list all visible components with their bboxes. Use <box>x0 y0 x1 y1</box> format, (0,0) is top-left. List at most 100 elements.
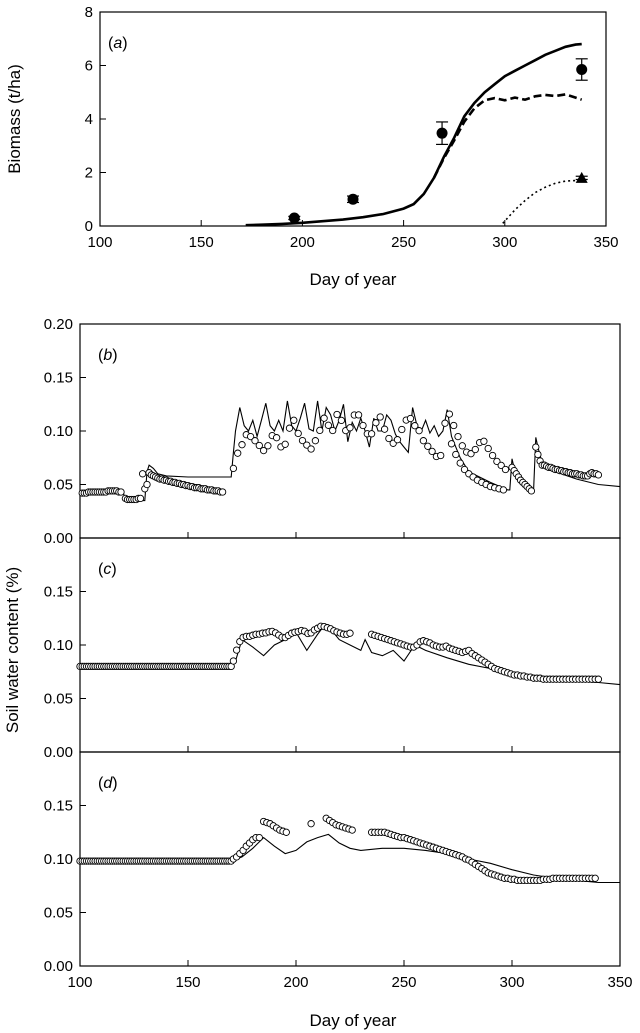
observed-triangle-4 <box>575 171 588 183</box>
x-tick-label: 350 <box>593 234 618 251</box>
observed-point <box>460 465 469 474</box>
observed-point <box>346 629 354 637</box>
x-tick-label: 100 <box>67 974 92 991</box>
x-tick-label: 250 <box>391 974 416 991</box>
x-tick-label: 200 <box>283 974 308 991</box>
observed-point <box>428 447 436 456</box>
y-axis-label-soil-water: Soil water content (%) <box>3 567 22 733</box>
observed-point <box>234 449 242 457</box>
y-tick-label: 0.10 <box>44 851 73 868</box>
observed-point <box>337 416 346 425</box>
observed-point <box>456 459 464 467</box>
panel-label: (c) <box>98 561 117 578</box>
x-tick-label: 200 <box>290 234 315 251</box>
observed-point <box>272 434 281 442</box>
y-tick-label: 6 <box>85 58 93 75</box>
simulated-line <box>80 400 621 502</box>
observed-point <box>117 488 125 496</box>
observed-point <box>452 450 460 459</box>
y-tick-label: 0.05 <box>44 905 73 922</box>
observed-point <box>480 437 488 445</box>
observed-point <box>499 486 508 494</box>
observed-point <box>471 445 479 454</box>
y-tick-label: 0.15 <box>44 584 73 601</box>
y-tick-label: 0.05 <box>44 691 73 708</box>
x-tick-label: 150 <box>175 974 200 991</box>
series-line-1 <box>432 93 583 179</box>
observed-point-0 <box>288 212 300 224</box>
observed-point <box>450 421 458 430</box>
y-tick-label: 0 <box>85 218 93 235</box>
y-tick-label: 2 <box>85 165 93 182</box>
observed-point <box>218 488 227 496</box>
observed-point <box>324 421 333 429</box>
observed-point <box>376 413 384 421</box>
observed-point <box>320 414 328 422</box>
y-tick-label: 0.20 <box>44 316 73 333</box>
observed-point <box>372 419 380 427</box>
x-axis-label-a: Day of year <box>310 270 397 289</box>
observed-point <box>229 464 238 473</box>
observed-point <box>246 432 255 441</box>
series-line-2 <box>502 179 582 224</box>
observed-point <box>445 410 454 418</box>
y-tick-label: 0.00 <box>44 958 73 975</box>
y-tick-label: 0.05 <box>44 477 73 494</box>
observed-point <box>316 426 324 435</box>
y-tick-label: 0.15 <box>44 798 73 815</box>
observed-point <box>281 440 289 448</box>
observed-point <box>484 444 492 453</box>
observed-point <box>488 451 497 460</box>
y-tick-label: 4 <box>85 111 93 128</box>
observed-point <box>501 465 510 474</box>
observed-point <box>264 442 272 450</box>
observed-point-3 <box>576 64 588 76</box>
observed-point <box>282 828 290 836</box>
observed-point <box>527 487 536 495</box>
observed-point <box>138 470 147 478</box>
panel-label: (a) <box>108 35 128 52</box>
observed-point <box>329 426 337 435</box>
simulated-line <box>80 833 620 884</box>
y-axis-label-a: Biomass (t/ha) <box>5 64 24 174</box>
observed-point <box>406 414 415 423</box>
observed-point <box>380 425 389 433</box>
observed-point <box>532 443 540 451</box>
observed-point <box>354 411 363 419</box>
observed-point <box>359 421 367 430</box>
observed-point <box>458 442 466 450</box>
y-tick-label: 8 <box>85 4 93 21</box>
observed-point <box>591 874 599 882</box>
x-axis-label-d: Day of year <box>310 1011 397 1030</box>
panel-label: (d) <box>98 775 118 792</box>
x-tick-label: 300 <box>499 974 524 991</box>
observed-point <box>441 419 449 427</box>
observed-point <box>229 657 238 665</box>
observed-point <box>285 424 294 432</box>
observed-point <box>594 471 603 479</box>
observed-point <box>534 450 542 459</box>
observed-point <box>290 416 298 424</box>
observed-point <box>232 646 241 654</box>
observed-point <box>255 441 263 450</box>
observed-point <box>311 437 320 445</box>
observed-point <box>411 422 419 430</box>
panel-label: (b) <box>98 347 118 364</box>
y-tick-label: 0.00 <box>44 744 73 761</box>
observed-point <box>467 450 475 458</box>
series-line-0 <box>245 42 582 227</box>
observed-point-1 <box>347 193 359 205</box>
observed-point <box>307 820 315 828</box>
observed-point <box>333 410 341 419</box>
observed-point <box>424 442 432 450</box>
observed-point <box>454 432 462 441</box>
observed-point <box>447 440 456 448</box>
observed-point <box>393 436 402 444</box>
observed-point <box>437 451 445 460</box>
observed-point <box>255 833 263 842</box>
y-tick-label: 0.10 <box>44 637 73 654</box>
y-tick-label: 0.10 <box>44 423 73 440</box>
observed-point <box>346 424 354 432</box>
y-tick-label: 0.00 <box>44 530 73 547</box>
